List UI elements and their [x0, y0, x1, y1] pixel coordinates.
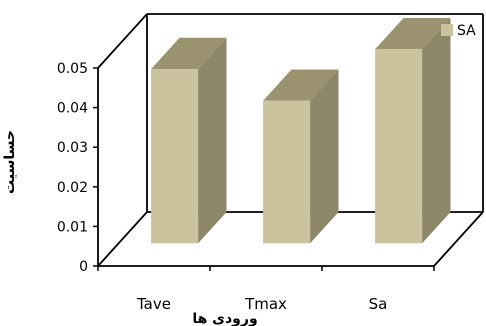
- bar-front-face: [375, 49, 423, 244]
- bar-front-face: [263, 100, 311, 244]
- x-tick-label: Tave: [136, 295, 171, 313]
- x-tick-label: Sa: [369, 295, 388, 313]
- bar-top-face: [375, 17, 451, 50]
- y-tick-label: 0.04: [57, 101, 88, 117]
- x-axis-title: ورودی ها: [192, 311, 257, 326]
- y-axis-title: حساسیت: [2, 130, 18, 194]
- bar-front-face: [151, 69, 199, 244]
- legend-label-sa: SA: [457, 23, 476, 39]
- bar-top-face: [151, 37, 227, 70]
- bar-side-face: [422, 17, 451, 244]
- bar-top-face: [263, 69, 339, 101]
- bars: [151, 17, 451, 244]
- y-tick-label: 0: [79, 259, 88, 275]
- floor-right-edge: [433, 211, 484, 267]
- x-axis-ticks: Tave Tmax Sa: [97, 266, 435, 313]
- y-tick-label: 0.03: [57, 140, 88, 156]
- bar-side-face: [198, 37, 227, 244]
- side-wall-top-edge: [97, 13, 148, 69]
- bar-sa: [375, 17, 451, 244]
- y-tick-label: 0.01: [57, 219, 88, 235]
- legend: SA: [441, 23, 476, 39]
- bar-side-face: [310, 69, 339, 244]
- y-tick-label: 0.02: [57, 180, 88, 196]
- y-tick-label: 0.05: [57, 61, 88, 77]
- x-tick-label: Tmax: [244, 295, 287, 313]
- legend-swatch-sa: [441, 24, 453, 36]
- bar-tmax: [263, 69, 339, 244]
- side-wall-bottom-edge: [97, 211, 148, 267]
- bar-tave: [151, 37, 227, 244]
- y-axis-ticks: 0 0.01 0.02 0.03 0.04 0.05: [57, 61, 98, 275]
